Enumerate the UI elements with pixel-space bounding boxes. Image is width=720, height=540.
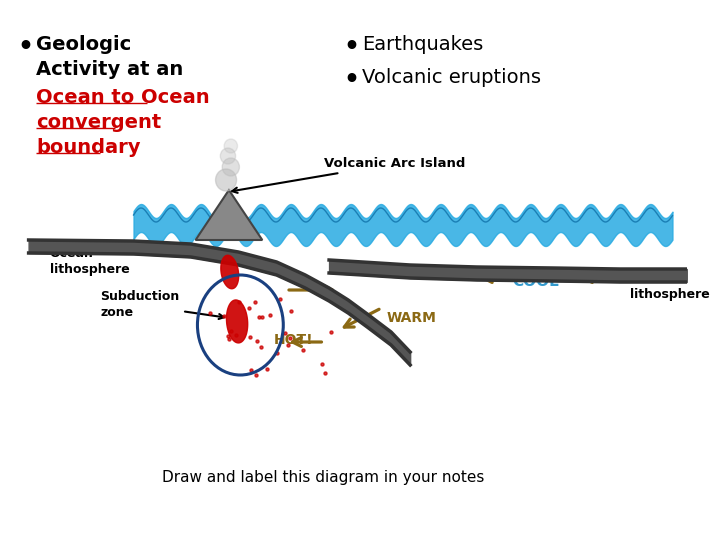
- Text: Volcanic Arc Island: Volcanic Arc Island: [232, 157, 466, 193]
- Circle shape: [215, 169, 237, 191]
- Text: HOT!: HOT!: [274, 333, 314, 347]
- Text: •: •: [343, 68, 359, 92]
- Text: Volcanic eruptions: Volcanic eruptions: [362, 68, 541, 87]
- Circle shape: [222, 158, 240, 176]
- Circle shape: [224, 139, 238, 153]
- Text: Ocean
lithosphere: Ocean lithosphere: [629, 272, 709, 301]
- Text: COOL: COOL: [513, 274, 559, 289]
- Text: Activity at an: Activity at an: [36, 60, 184, 79]
- Text: convergent: convergent: [36, 113, 161, 132]
- Text: Geologic: Geologic: [36, 35, 132, 54]
- Polygon shape: [227, 300, 248, 343]
- Text: •: •: [343, 35, 359, 59]
- Text: •: •: [17, 35, 33, 59]
- Text: boundary: boundary: [36, 138, 140, 157]
- Text: Ocean
lithosphere: Ocean lithosphere: [50, 247, 130, 276]
- Text: Draw and label this diagram in your notes: Draw and label this diagram in your note…: [162, 470, 485, 485]
- Polygon shape: [196, 190, 262, 240]
- Circle shape: [220, 148, 235, 164]
- Text: Earthquakes: Earthquakes: [362, 35, 484, 54]
- Polygon shape: [221, 255, 238, 289]
- Text: WARM: WARM: [387, 311, 436, 325]
- Text: Ocean to Ocean: Ocean to Ocean: [36, 88, 210, 107]
- Text: Subduction
zone: Subduction zone: [100, 291, 224, 320]
